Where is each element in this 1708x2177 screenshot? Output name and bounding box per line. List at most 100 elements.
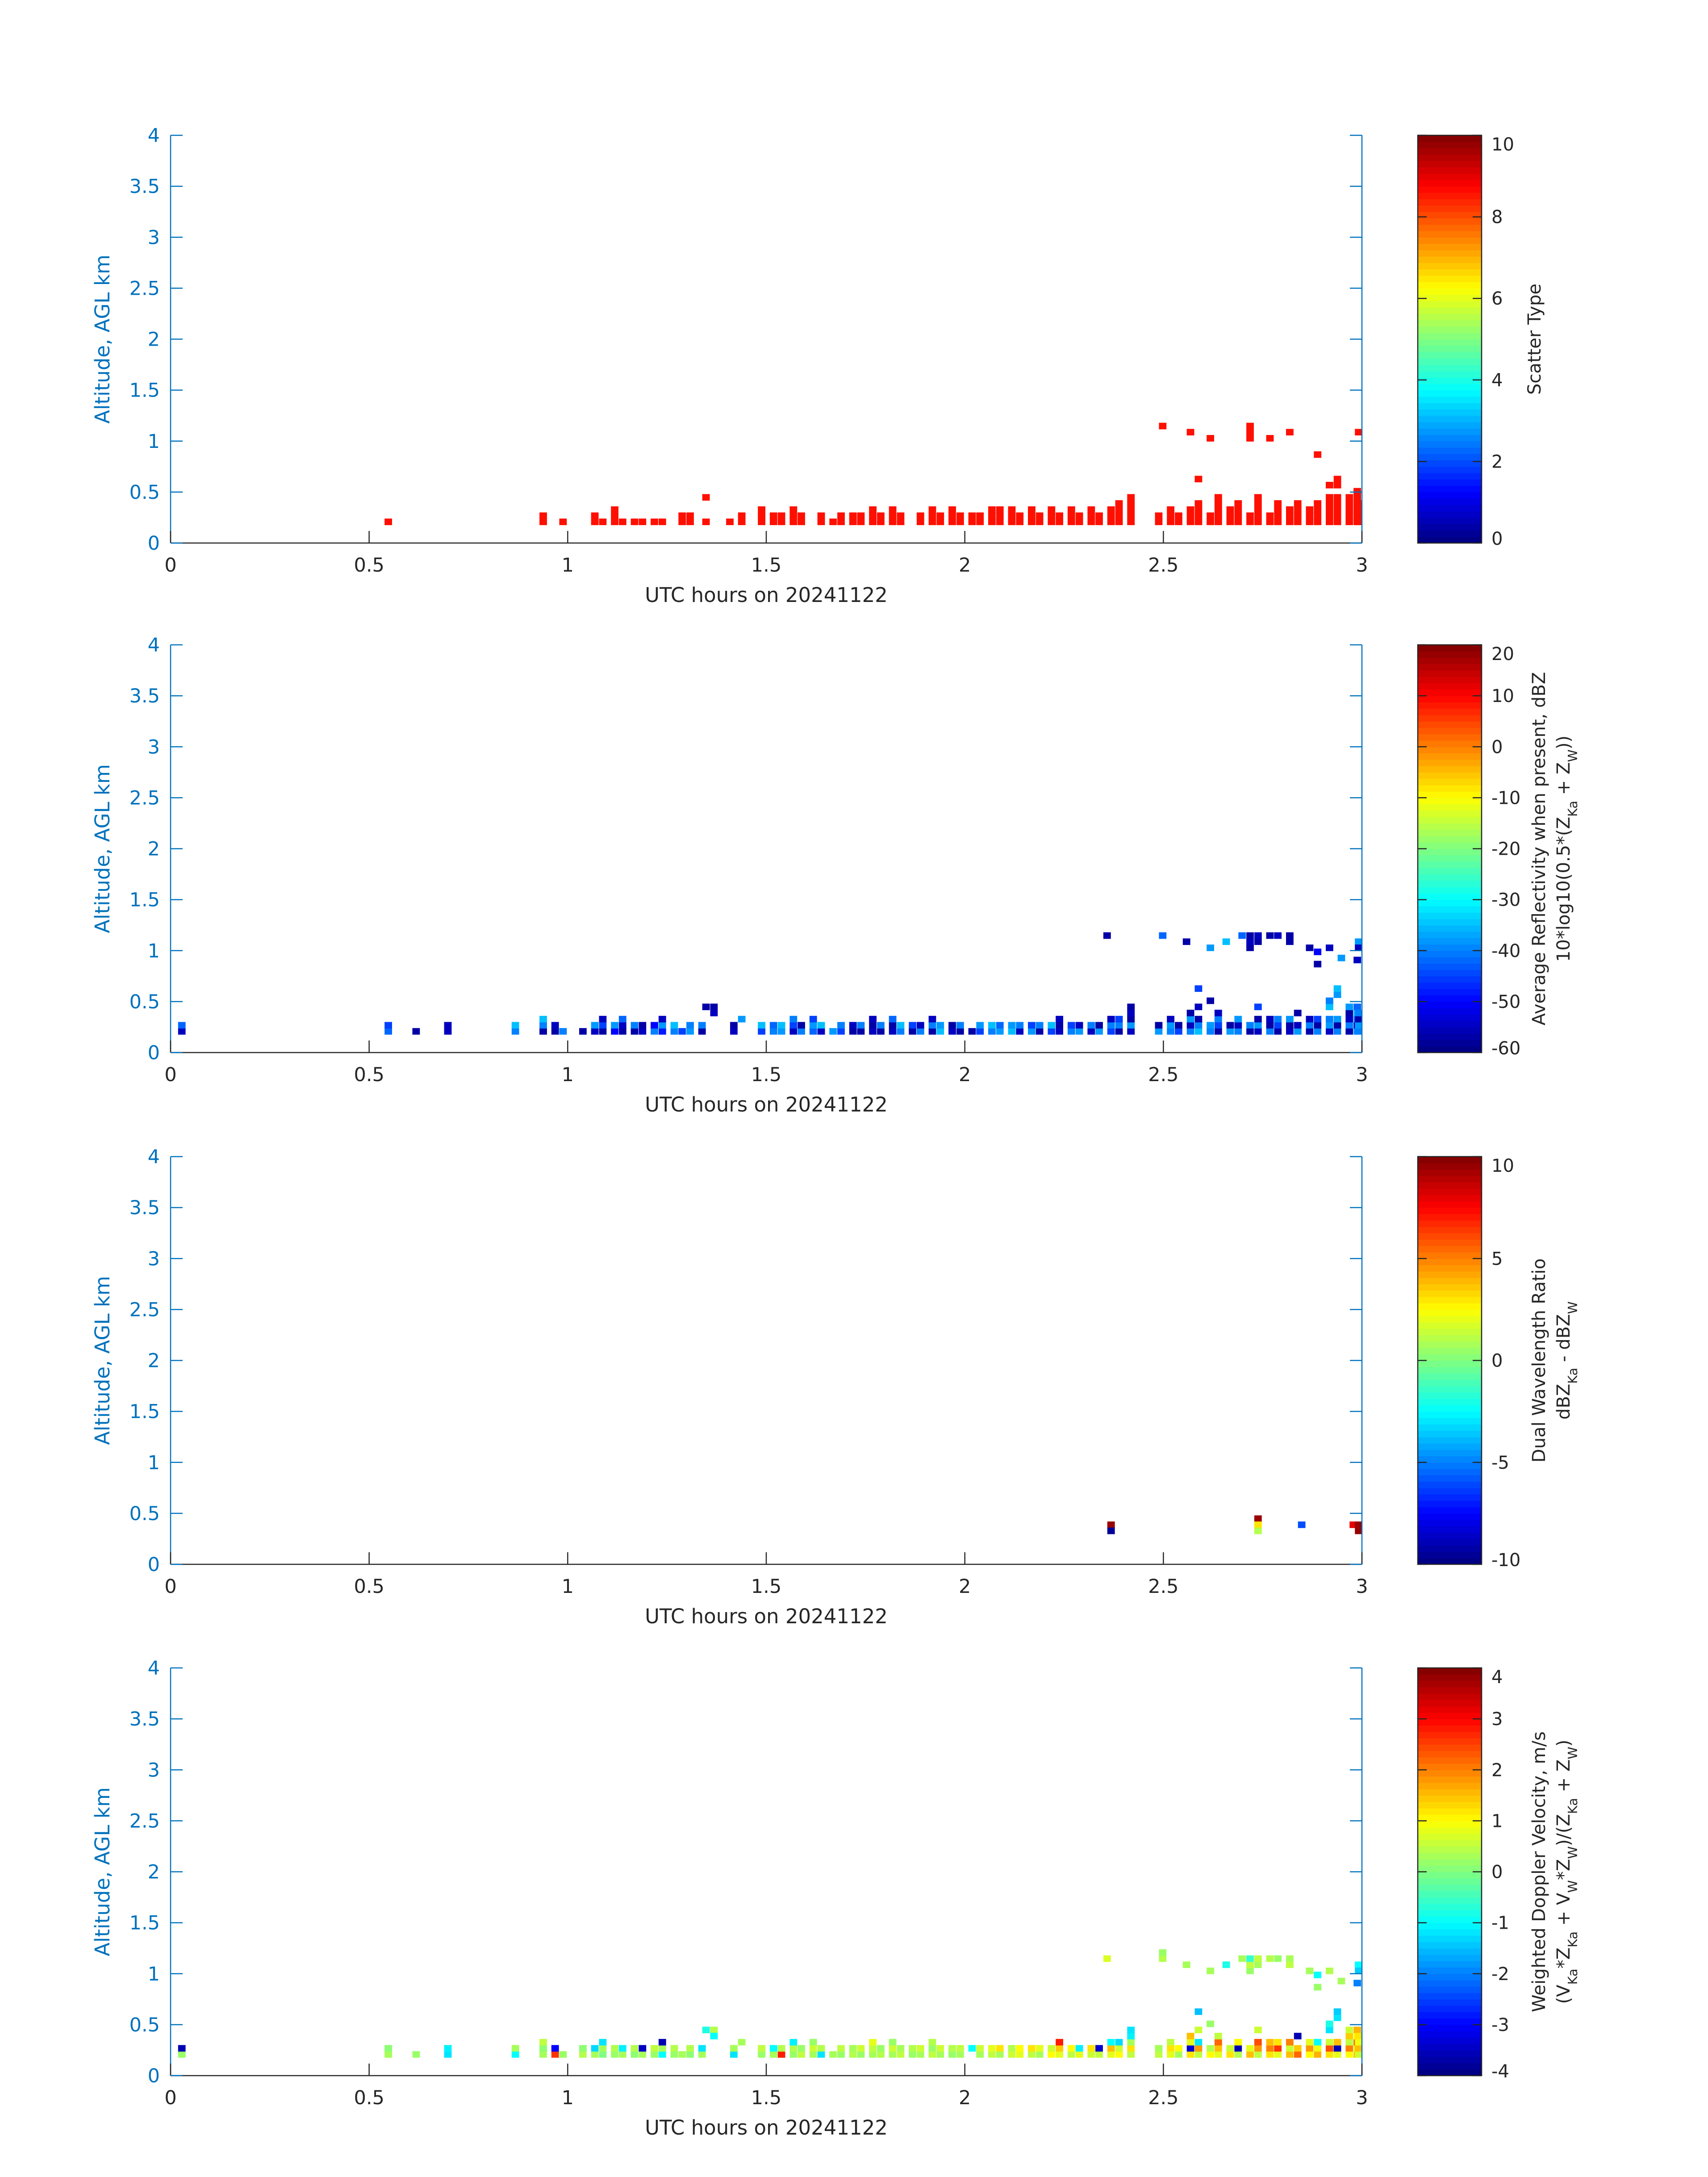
heatmap-cell [1345, 2051, 1353, 2058]
heatmap-cell [686, 2045, 694, 2052]
heatmap-cell [1274, 2051, 1282, 2058]
colorbar-step [1418, 1475, 1482, 1482]
colorbar-step [1418, 1417, 1482, 1425]
heatmap-cell [1314, 1022, 1322, 1029]
heatmap-cell [1254, 500, 1262, 507]
heatmap-cell [1286, 932, 1294, 939]
heatmap-cell [1274, 2045, 1282, 2052]
heatmap-cell [889, 1022, 897, 1029]
colorbar-step [1418, 1392, 1482, 1399]
heatmap-cell [384, 1028, 392, 1035]
colorbar-step [1418, 2056, 1482, 2064]
heatmap-cell [658, 1015, 666, 1023]
heatmap-cell [968, 2045, 976, 2052]
colorbar-tick-label: 6 [1491, 288, 1503, 309]
colorbar-step [1418, 1329, 1482, 1336]
heatmap-cell [1056, 518, 1063, 525]
heatmap-cell [1075, 512, 1083, 519]
colorbar-step [1418, 1532, 1482, 1539]
colorbar-step [1418, 256, 1482, 263]
colorbar-step [1418, 1008, 1482, 1015]
heatmap-cell [1056, 1022, 1063, 1029]
y-tick-label: 2.5 [129, 787, 160, 809]
y-tick-label: 0.5 [129, 481, 160, 504]
colorbar-step [1418, 2012, 1482, 2019]
colorbar-step [1418, 1538, 1482, 1546]
heatmap-cell [1286, 1961, 1294, 1968]
colorbar-step [1418, 154, 1482, 161]
heatmap-cell [889, 512, 897, 519]
y-tick-label: 0.5 [129, 1503, 160, 1525]
heatmap-cell [1254, 1015, 1262, 1023]
heatmap-cell [1095, 2051, 1103, 2058]
colorbar-step [1418, 396, 1482, 403]
x-axis-label: UTC hours on 20241122 [645, 1093, 888, 1116]
heatmap-cell [1194, 476, 1203, 483]
colorbar-step [1418, 1278, 1482, 1284]
heatmap-cell [678, 1028, 686, 1035]
colorbar-step [1418, 1833, 1482, 1840]
heatmap-cell [928, 1022, 936, 1029]
heatmap-cell [651, 1028, 658, 1035]
heatmap-cell [1087, 512, 1095, 519]
heatmap-cell [1294, 506, 1302, 513]
heatmap-cell [1087, 506, 1095, 513]
heatmap-cell [551, 2045, 559, 2052]
heatmap-cell [1306, 2039, 1314, 2046]
colorbar-step [1418, 950, 1482, 957]
heatmap-cell [1048, 512, 1056, 519]
heatmap-cell [1155, 512, 1163, 519]
y-tick-label: 1.5 [129, 1912, 160, 1935]
heatmap-cell [611, 2051, 618, 2058]
heatmap-cell [599, 1028, 607, 1035]
heatmap-cell [651, 2051, 658, 2058]
colorbar-step [1418, 1226, 1482, 1233]
heatmap-cell [591, 1022, 599, 1029]
heatmap-cell [1186, 2033, 1194, 2039]
x-tick-label: 1.5 [751, 1064, 781, 1086]
heatmap-cell [889, 506, 897, 513]
heatmap-cell [1333, 494, 1341, 501]
heatmap-cell [1214, 1010, 1222, 1016]
heatmap-cell [1306, 2051, 1314, 2058]
heatmap-cell [1167, 2045, 1174, 2052]
heatmap-cell [996, 1022, 1004, 1029]
heatmap-cell [1008, 1028, 1016, 1035]
colorbar-step [1418, 944, 1482, 951]
heatmap-cell [1182, 938, 1190, 945]
colorbar-tick-label: -4 [1491, 2061, 1509, 2082]
colorbar-step [1418, 906, 1482, 913]
heatmap-cell [769, 2045, 777, 2052]
heatmap-cell [1274, 500, 1282, 507]
heatmap-cell [738, 1015, 746, 1023]
y-axis-label: Altitude, AGL km [91, 764, 114, 933]
colorbar-label: Average Reflectivity when present, dBZ [1529, 672, 1549, 1025]
heatmap-cell [1167, 1022, 1174, 1029]
colorbar-step [1418, 1195, 1482, 1202]
heatmap-cell [956, 2051, 964, 2058]
heatmap-cell [869, 2051, 877, 2058]
heatmap-cell [798, 2045, 805, 2052]
heatmap-cell [1194, 2027, 1203, 2034]
x-tick-label: 0.5 [354, 554, 384, 577]
heatmap-cell [1326, 944, 1333, 951]
heatmap-cell [1326, 518, 1333, 525]
heatmap-cell [1067, 1022, 1075, 1029]
x-tick-label: 0 [164, 2087, 176, 2109]
heatmap-cell [1274, 506, 1282, 513]
colorbar-step [1418, 2031, 1482, 2038]
heatmap-cell [1286, 1028, 1294, 1035]
heatmap-cell [1226, 1028, 1234, 1035]
colorbar-step [1418, 804, 1482, 811]
colorbar-tick-label: 3 [1491, 1709, 1503, 1730]
heatmap-cell [726, 518, 734, 525]
heatmap-cell [1095, 1028, 1103, 1035]
colorbar-step [1418, 511, 1482, 518]
heatmap-cell [1333, 518, 1341, 525]
heatmap-cell [1254, 1527, 1262, 1534]
colorbar-step [1418, 1782, 1482, 1789]
y-tick-label: 2 [148, 329, 160, 351]
heatmap-cell [916, 1022, 924, 1029]
heatmap-cell [1028, 2045, 1036, 2052]
colorbar-step [1418, 957, 1482, 964]
